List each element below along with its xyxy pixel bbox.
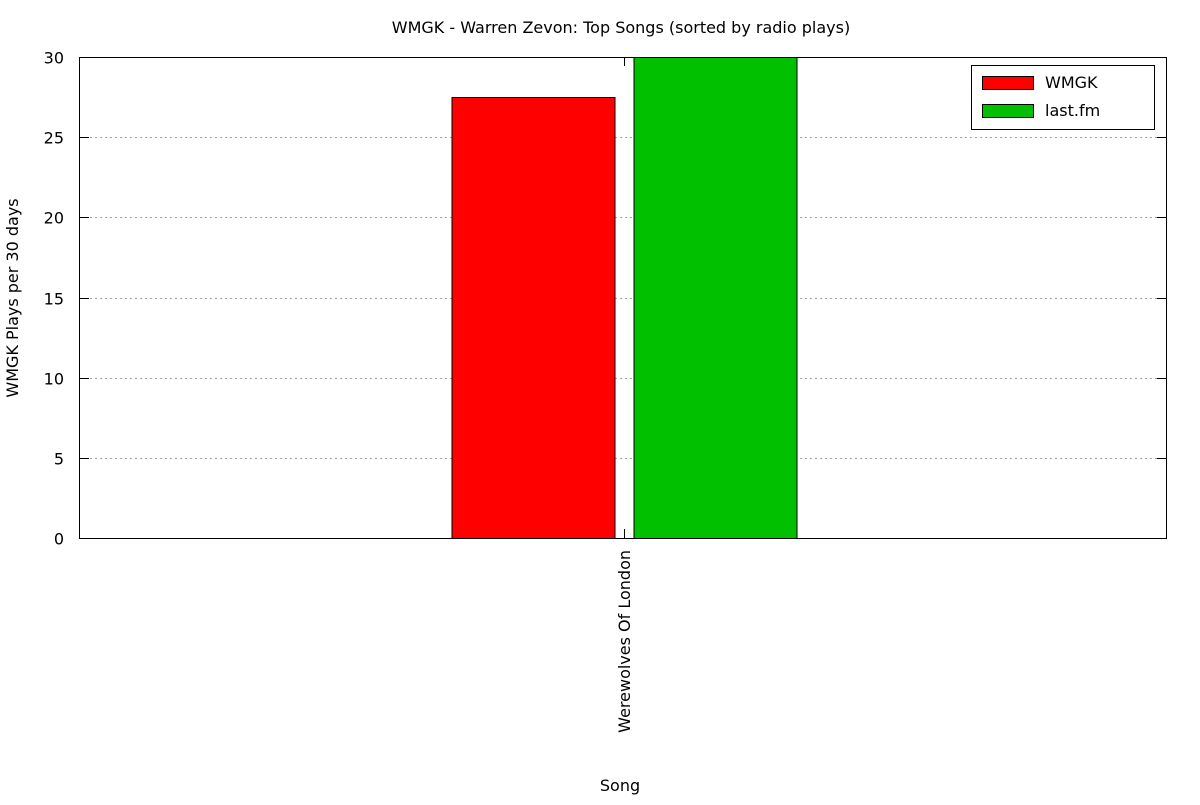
bar-last-fm [633,57,798,539]
y-tick-label: 25 [44,129,64,148]
plot-frame [79,57,1167,539]
y-tick-label: 15 [44,290,64,309]
legend: WMGK last.fm [971,65,1155,130]
y-tick-label: 20 [44,209,64,228]
y-axis-label: WMGK Plays per 30 days [3,198,22,397]
legend-swatch [982,104,1034,118]
legend-label: WMGK [1045,73,1098,92]
x-axis-label: Song [600,776,640,795]
y-tick-label: 0 [54,530,64,549]
axis-ticks: 0 5 10 15 20 25 30 [44,49,1166,549]
bar-wmgk [451,97,616,539]
chart-title: WMGK - Warren Zevon: Top Songs (sorted b… [392,18,850,37]
legend-box [971,65,1155,130]
bars [451,57,798,539]
legend-label: last.fm [1045,101,1100,120]
legend-swatch [982,76,1034,90]
x-axis-ticks: Werewolves Of London [615,57,634,733]
grid-lines [80,137,1166,459]
y-tick-label: 5 [54,450,64,469]
y-tick-label: 10 [44,370,64,389]
y-tick-label: 30 [44,49,64,68]
x-tick-label: Werewolves Of London [615,550,634,733]
